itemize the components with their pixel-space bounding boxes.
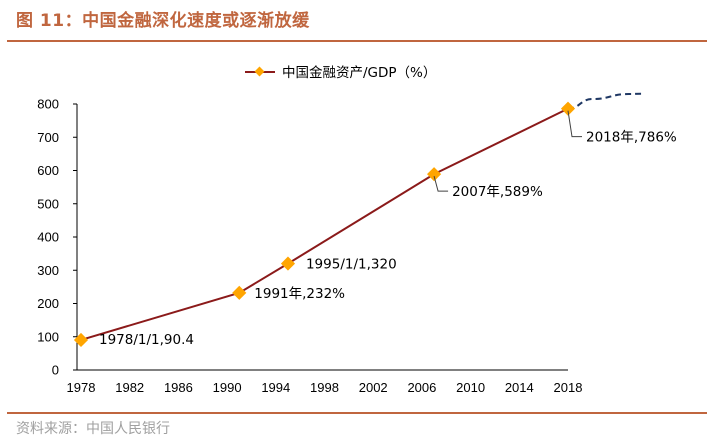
data-label: 2018年,786% [586,130,677,146]
x-tick-label: 2018 [554,380,583,395]
legend-label: 中国金融资产/GDP（%） [282,65,436,81]
y-tick-label: 700 [37,130,59,145]
data-label: 1995/1/1,320 [306,257,397,273]
x-tick-label: 1994 [261,380,290,395]
x-tick-label: 2010 [456,380,485,395]
data-point-marker [280,256,296,271]
y-tick-label: 100 [37,329,59,344]
x-tick-label: 1978 [67,380,96,395]
source-note: 资料来源：中国人民银行 [16,421,170,437]
annotation-leader-line [567,110,582,138]
data-point-marker [232,285,247,300]
x-tick-label: 1982 [115,380,144,395]
series-line [80,107,569,341]
y-tick-label: 500 [37,196,59,211]
y-tick-label: 400 [37,230,59,245]
x-tick-label: 2002 [359,380,388,395]
legend-marker-swatch [254,66,265,77]
x-tick-label: 1998 [310,380,339,395]
data-point-marker [560,101,576,116]
annotation-leader-line [433,176,449,192]
y-tick-label: 200 [37,296,59,311]
footer-divider [7,412,707,414]
x-tick-label: 1986 [164,380,193,395]
y-tick-label: 300 [37,263,59,278]
projection-line [567,92,642,110]
data-label: 1978/1/1,90.4 [99,332,194,348]
y-tick-label: 800 [37,97,59,112]
x-tick-label: 2014 [505,380,534,395]
x-tick-label: 2006 [407,380,436,395]
data-label: 1991年,232% [254,286,345,302]
x-tick-label: 1990 [213,380,242,395]
title-divider [7,40,707,42]
y-tick-label: 600 [37,163,59,178]
legend: 中国金融资产/GDP（%） [245,65,436,81]
data-point-marker [427,167,442,182]
data-point-marker [73,332,89,348]
y-tick-label: 0 [52,363,59,378]
figure-title: 图 11：中国金融深化速度或逐渐放缓 [16,11,310,31]
data-label: 2007年,589% [452,184,543,200]
